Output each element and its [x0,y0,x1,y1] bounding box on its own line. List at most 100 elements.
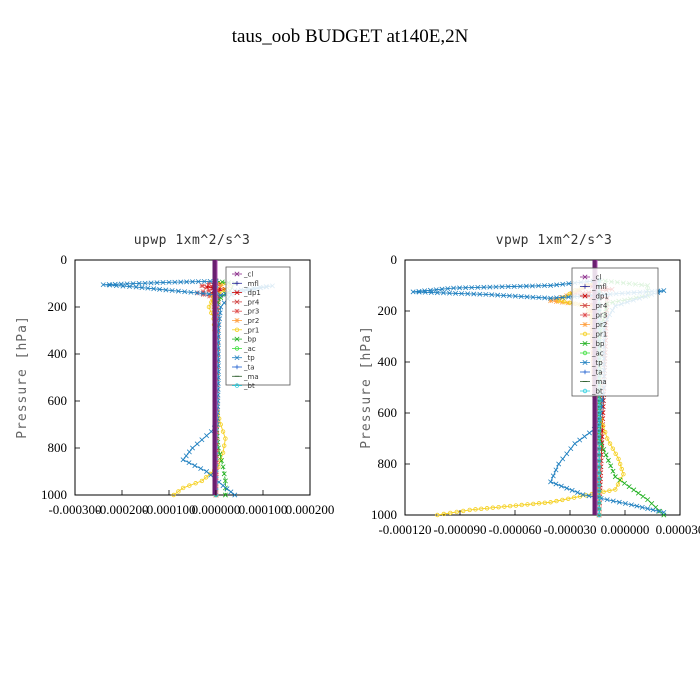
data-point [459,291,465,297]
legend-item-ta: _ta [580,369,603,377]
legend-item-cl: _cl [232,271,253,279]
data-point [220,464,226,470]
legend-label: _bt [591,388,603,396]
data-point [113,283,119,289]
data-point [186,460,192,466]
data-point [447,290,452,296]
data-point [511,283,517,289]
legend-item-pr1: _pr1 [232,326,259,334]
data-point [605,436,610,441]
data-point [160,280,166,286]
legend-label: _cl [243,271,253,279]
data-point [175,288,181,294]
data-point [635,490,641,496]
data-point [183,453,189,459]
data-point [565,294,571,300]
data-point [169,288,175,294]
data-point [564,451,570,457]
legend-marker [582,360,588,365]
data-point [517,283,523,289]
legend-label: _pr4 [243,298,260,306]
x-tick-label: 0.000000 [192,502,241,517]
legend-vpwp: _cl_mfl_dp1_pr4_pr3_pr2_pr1_bp_ac_tp_ta_… [580,274,609,396]
data-point [199,283,205,289]
chart-title-vpwp: vpwp 1xm^2/s^3 [496,233,613,248]
data-point [661,509,667,515]
legend-label: _dp1 [243,289,261,297]
legend-item-ta: _ta [232,364,255,372]
data-point [560,497,565,503]
data-point [180,457,186,463]
data-point [622,501,628,507]
data-point [151,286,157,292]
x-tick-label: 0.000100 [239,502,288,517]
data-point [166,279,172,285]
data-point [586,430,592,436]
data-point [506,293,512,299]
data-point [628,502,634,508]
legend-item-pr2: _pr2 [232,317,259,325]
legend-marker [234,346,240,351]
data-point [622,480,628,486]
data-point [661,288,667,294]
data-point [172,279,178,285]
legend-label: _pr1 [243,326,259,334]
data-point [441,511,447,517]
data-point [199,478,205,484]
data-point [495,292,501,298]
data-point [201,278,207,284]
data-point [556,461,562,467]
data-point [513,503,519,508]
legend-marker [582,369,588,375]
data-point [473,507,478,512]
data-point [217,451,223,457]
legend-marker [234,299,240,305]
data-point [568,446,574,452]
legend-item-pr3: _pr3 [232,308,259,316]
data-point [157,286,163,292]
data-point [612,474,618,480]
data-point [200,291,206,296]
legend-marker [582,312,588,318]
data-point [501,292,507,298]
legend-item-ma: _ma [580,378,607,386]
data-point [582,433,588,439]
data-point [560,281,566,287]
data-point [145,285,151,291]
data-point [542,500,548,505]
legend-item-pr2: _pr2 [580,321,607,329]
data-point [228,489,234,495]
data-point [218,295,224,301]
legend-label: _ac [591,350,604,358]
data-point [461,508,466,514]
series-pr1 [171,278,233,498]
data-point [107,282,113,288]
data-point [186,449,192,455]
data-point [190,445,195,451]
legend-marker [582,293,588,299]
data-point [542,283,548,289]
data-point [550,473,556,479]
data-point [566,496,571,501]
data-point [203,475,209,480]
data-point [650,507,656,513]
data-point [182,289,188,295]
data-point [603,452,609,458]
data-point [204,433,210,439]
series-line [437,279,624,516]
data-point [127,284,133,290]
legend-label: _ta [591,369,603,377]
legend-marker [234,336,240,342]
y-tick-label: 0 [61,252,68,267]
data-point [207,278,213,284]
data-point [479,506,484,512]
legend-marker [234,364,240,370]
data-point [184,279,190,285]
data-point [577,437,583,443]
legend-item-pr1: _pr1 [580,331,607,339]
axis-ticks-upwp: 0 200 400 600 800 1000-0.000300-0.000200-0.00… [41,252,334,517]
y-axis-label-upwp: Pressure [hPa] [15,315,30,439]
legend-item-tp: _tp [232,354,255,362]
data-point [604,497,610,503]
data-point [489,292,495,298]
